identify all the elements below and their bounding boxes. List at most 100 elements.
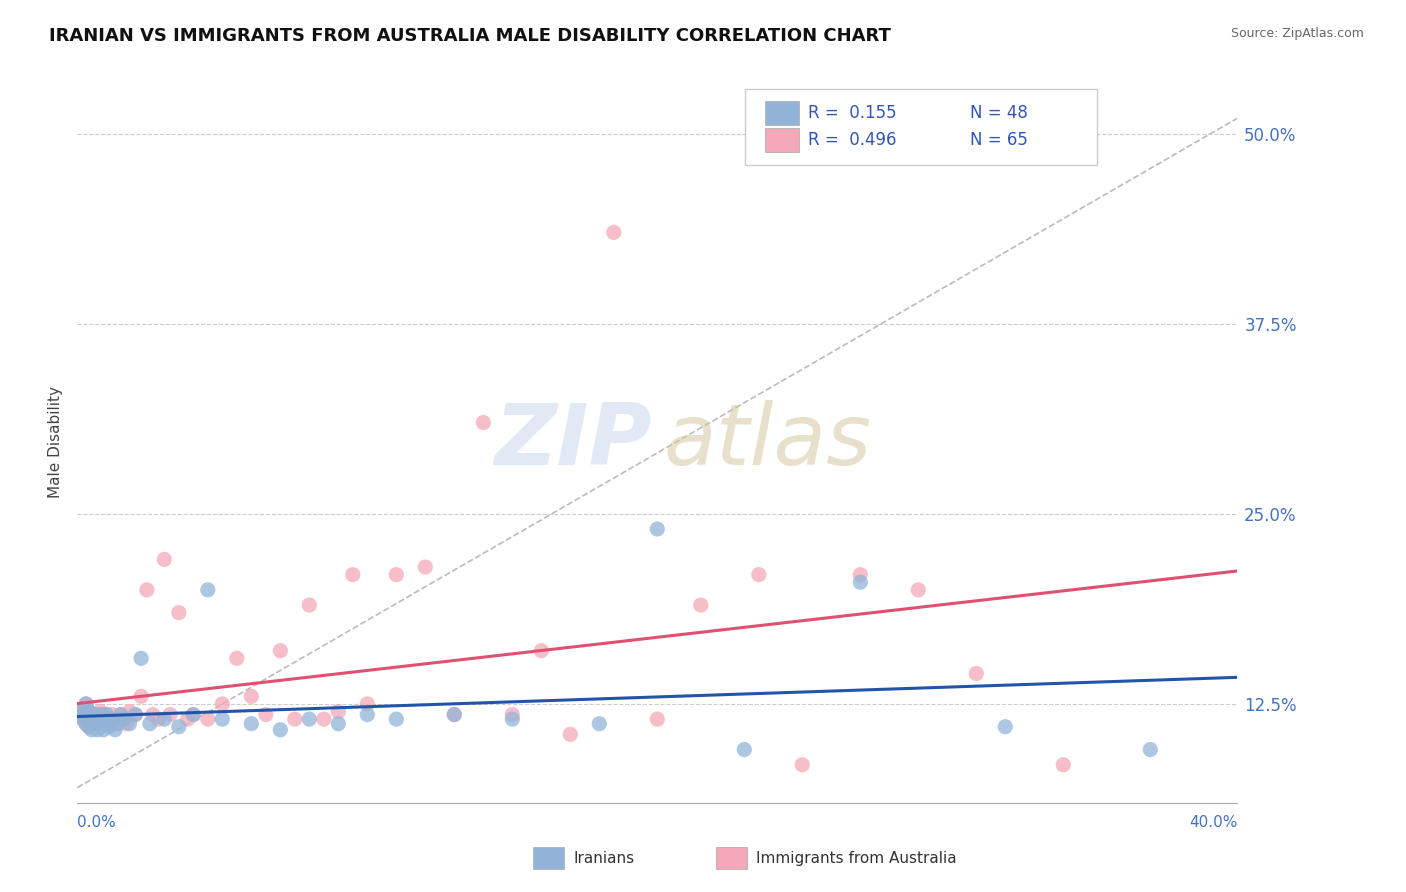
Point [211, 712, 233, 726]
Point [129, 690, 152, 704]
Point [501, 712, 523, 726]
Text: 0.0%: 0.0% [77, 815, 117, 830]
Point [80, 723, 103, 737]
Point [86, 712, 108, 726]
Point [385, 567, 408, 582]
Point [77, 705, 100, 719]
Point [298, 598, 321, 612]
Point [93, 723, 115, 737]
Point [328, 716, 350, 731]
Point [603, 226, 626, 240]
Point [96, 707, 118, 722]
Point [849, 567, 872, 582]
Point [176, 712, 198, 726]
Point [139, 716, 162, 731]
Point [129, 651, 152, 665]
Point [284, 712, 307, 726]
Point [104, 712, 127, 726]
Text: N = 48: N = 48 [970, 104, 1028, 122]
Point [167, 606, 190, 620]
Point [83, 707, 105, 722]
Point [118, 705, 141, 719]
Point [183, 707, 205, 722]
Point [153, 552, 176, 566]
Point [183, 707, 205, 722]
Point [86, 716, 108, 731]
Text: N = 65: N = 65 [970, 131, 1028, 149]
Point [80, 716, 103, 731]
Point [96, 712, 118, 726]
Point [80, 707, 103, 722]
Point [124, 707, 146, 722]
Point [124, 707, 146, 722]
Point [647, 522, 669, 536]
Point [356, 707, 378, 722]
Point [312, 712, 335, 726]
Text: IRANIAN VS IMMIGRANTS FROM AUSTRALIA MALE DISABILITY CORRELATION CHART: IRANIAN VS IMMIGRANTS FROM AUSTRALIA MAL… [49, 27, 891, 45]
Point [72, 712, 94, 726]
Point [75, 697, 97, 711]
Point [342, 567, 364, 582]
Point [907, 582, 929, 597]
Point [101, 707, 124, 722]
Point [72, 707, 94, 722]
Point [733, 742, 755, 756]
Point [225, 651, 247, 665]
Point [107, 716, 129, 731]
Text: atlas: atlas [664, 400, 872, 483]
Text: ZIP: ZIP [494, 400, 651, 483]
Point [588, 716, 610, 731]
Point [501, 707, 523, 722]
Text: Source: ZipAtlas.com: Source: ZipAtlas.com [1230, 27, 1364, 40]
Text: Iranians: Iranians [574, 851, 634, 865]
Point [77, 720, 100, 734]
Point [269, 643, 291, 657]
Point [153, 712, 176, 726]
Point [90, 705, 111, 719]
Point [75, 716, 97, 731]
Point [90, 707, 111, 722]
Point [98, 720, 121, 734]
Point [118, 716, 141, 731]
Y-axis label: Male Disability: Male Disability [48, 385, 63, 498]
Point [1139, 742, 1161, 756]
Point [298, 712, 321, 726]
Point [93, 716, 115, 731]
Point [107, 716, 129, 731]
Point [965, 666, 987, 681]
Point [385, 712, 408, 726]
Point [86, 712, 108, 726]
Point [197, 712, 219, 726]
Point [530, 643, 553, 657]
Point [75, 716, 97, 731]
Point [112, 712, 135, 726]
Point [136, 582, 159, 597]
Point [72, 707, 94, 722]
Point [83, 707, 105, 722]
Point [240, 716, 263, 731]
Point [356, 697, 378, 711]
Point [104, 723, 127, 737]
Text: 40.0%: 40.0% [1189, 815, 1237, 830]
Point [560, 727, 582, 741]
Point [115, 716, 138, 731]
Point [240, 690, 263, 704]
Point [269, 723, 291, 737]
Point [75, 697, 97, 711]
Point [93, 716, 115, 731]
Point [77, 720, 100, 734]
Text: R =  0.155: R = 0.155 [808, 104, 897, 122]
Point [197, 582, 219, 597]
Point [101, 712, 124, 726]
Point [148, 712, 170, 726]
Point [142, 707, 165, 722]
Point [83, 716, 105, 731]
Point [328, 705, 350, 719]
Point [413, 560, 436, 574]
Point [112, 712, 135, 726]
Point [443, 707, 465, 722]
Point [90, 707, 111, 722]
Point [792, 757, 814, 772]
Point [83, 712, 105, 726]
Point [86, 723, 108, 737]
